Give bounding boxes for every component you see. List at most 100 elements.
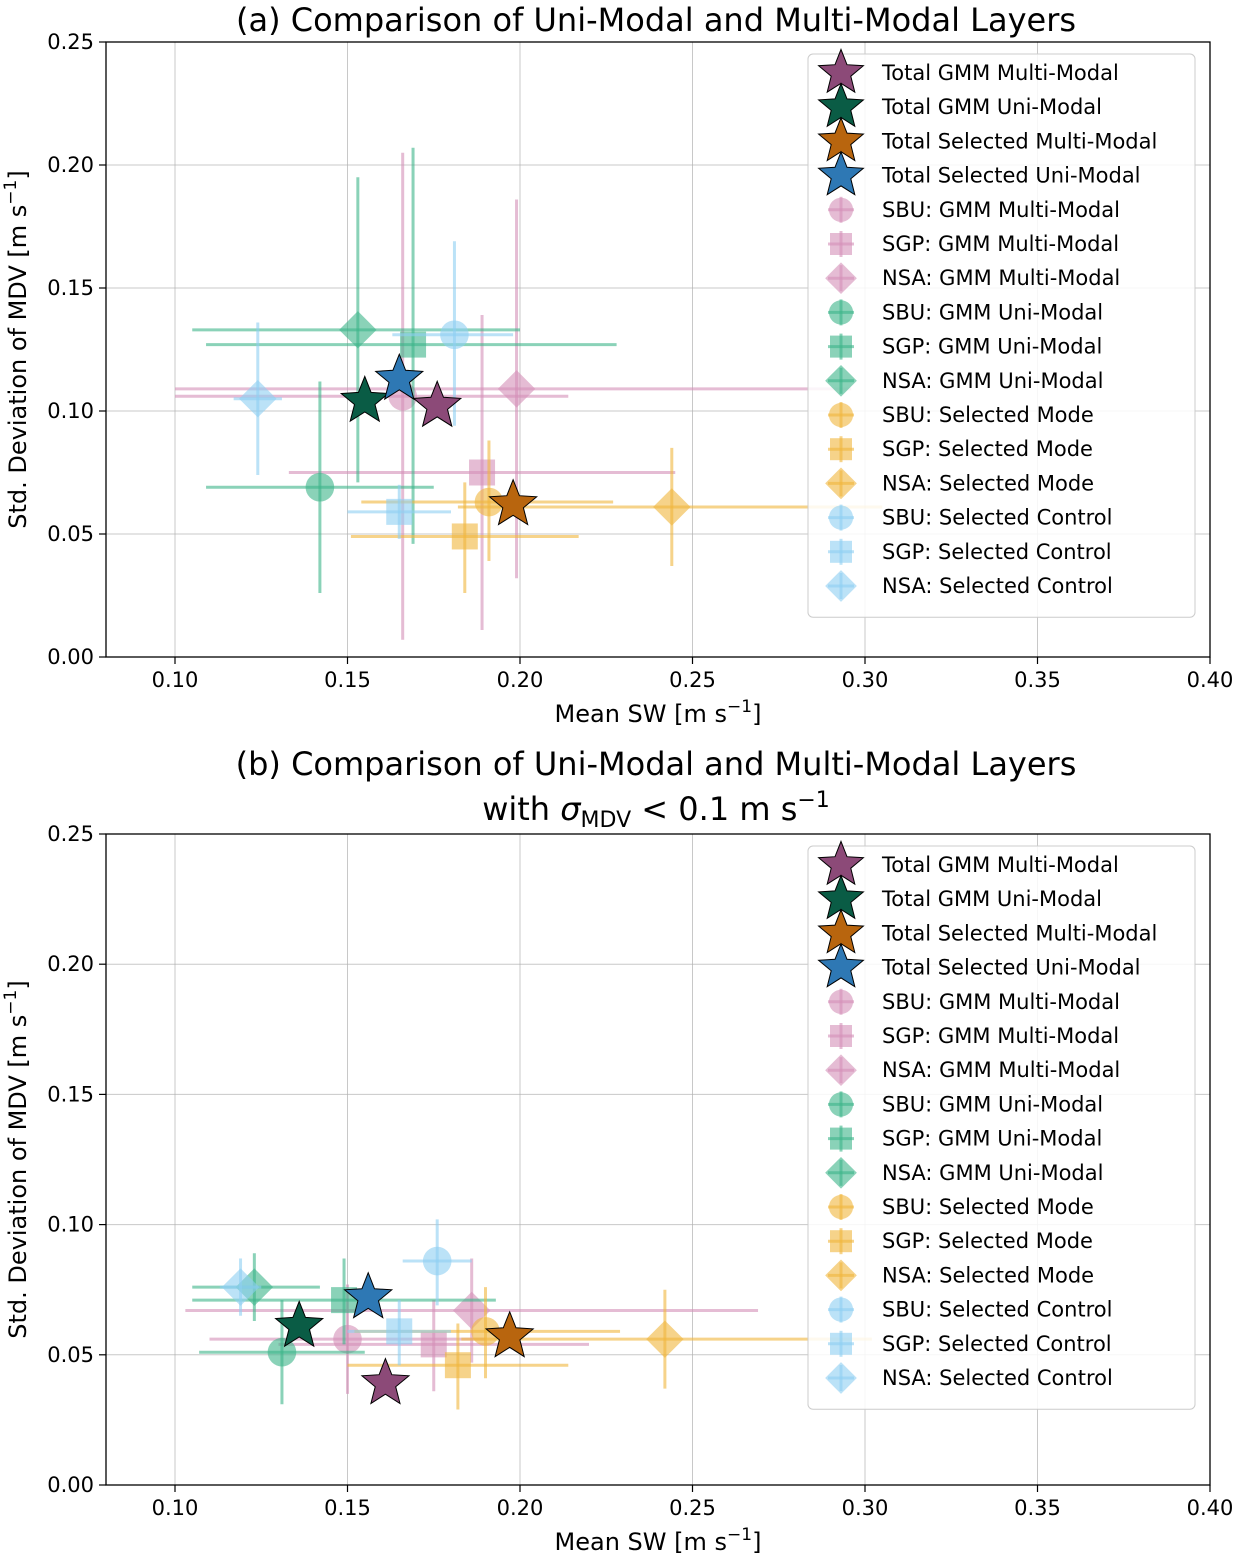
x-tick-label: 0.35 — [1014, 1496, 1061, 1520]
legend-marker — [828, 197, 854, 222]
panel-a: 0.10 0.15 0.20 0.25 0.30 0.35 0.40 0.00 0.05 0.10… — [1, 30, 1233, 728]
x-tick-label: 0.15 — [324, 1496, 371, 1520]
y-axis-label-end: ] — [4, 170, 32, 179]
legend-marker — [828, 1297, 854, 1322]
legend-item-sgp-selected-control: SGP: Selected Control — [828, 538, 1112, 565]
legend-marker — [828, 505, 854, 530]
legend-item-sbu-gmm-uni-modal: SBU: GMM Uni-Modal — [828, 1091, 1103, 1118]
plot-area — [185, 1219, 872, 1410]
x-axis-label-text: Mean SW [m s — [555, 1528, 728, 1555]
x-tick-label: 0.25 — [669, 1496, 716, 1520]
x-tick-label: 0.40 — [1187, 668, 1234, 692]
series-total-selected-multi-modal — [484, 1310, 535, 1358]
legend-item-sbu-gmm-uni-modal: SBU: GMM Uni-Modal — [828, 299, 1103, 326]
legend-item-sbu-gmm-multi-modal: SBU: GMM Multi-Modal — [828, 196, 1120, 223]
legend-item-nsa-gmm-multi-modal: NSA: GMM Multi-Modal — [825, 1054, 1120, 1087]
data-point — [267, 1337, 297, 1367]
data-point — [274, 1300, 325, 1348]
legend-label: SBU: Selected Control — [882, 506, 1112, 530]
legend-label: SGP: Selected Mode — [882, 437, 1093, 461]
legend-label: NSA: GMM Uni-Modal — [882, 1161, 1103, 1185]
legend-label: SBU: GMM Multi-Modal — [882, 198, 1120, 222]
legend-item-nsa-selected-control: NSA: Selected Control — [825, 1362, 1113, 1394]
y-tick-label: 0.20 — [47, 153, 94, 177]
y-tick-label: 0.00 — [47, 1473, 94, 1497]
series-sgp-gmm-multi-modal — [278, 1300, 589, 1392]
x-axis-label: Mean SW [m s−1] — [555, 1525, 762, 1555]
data-point — [374, 352, 425, 401]
panel-b-title-sigma: σ — [560, 790, 582, 828]
series-nsa-selected-control — [233, 322, 282, 475]
legend-marker — [828, 300, 854, 325]
legend-item-sgp-gmm-uni-modal: SGP: GMM Uni-Modal — [828, 333, 1102, 360]
series-nsa-gmm-uni-modal — [192, 177, 520, 483]
y-axis-label: Std. Deviation of MDV [m s−1] — [1, 170, 32, 528]
legend-marker — [825, 467, 857, 500]
legend-label: SBU: GMM Uni-Modal — [882, 300, 1103, 324]
legend-label: Total GMM Uni-Modal — [881, 95, 1102, 119]
legend-label: SGP: Selected Mode — [882, 1229, 1093, 1253]
series-nsa-gmm-multi-modal — [175, 199, 852, 579]
legend-item-total-selected-uni-modal: Total Selected Uni-Modal — [817, 150, 1141, 196]
x-tick-label: 0.15 — [324, 668, 371, 692]
legend-label: Total Selected Uni-Modal — [881, 164, 1141, 188]
data-point — [422, 1246, 452, 1276]
y-tick-label: 0.05 — [47, 1343, 94, 1367]
series-total-gmm-uni-modal — [339, 375, 390, 423]
data-point — [239, 379, 277, 418]
legend-marker — [830, 1332, 852, 1355]
data-point — [420, 1331, 447, 1358]
legend-marker — [828, 989, 854, 1014]
legend-marker — [828, 1194, 854, 1220]
legend-label: Total GMM Multi-Modal — [881, 61, 1119, 85]
legend-marker — [817, 150, 865, 196]
series-total-gmm-uni-modal — [274, 1300, 325, 1348]
ticks: 0.10 0.15 0.20 0.25 0.30 0.35 0.40 0.00 0.05 0.10… — [47, 30, 1233, 692]
legend-marker — [825, 262, 857, 295]
legend-label: SBU: GMM Uni-Modal — [882, 1092, 1103, 1116]
legend-label: Total Selected Multi-Modal — [881, 921, 1157, 945]
legend-item-nsa-selected-control: NSA: Selected Control — [825, 570, 1113, 602]
legend-label: Total GMM Uni-Modal — [881, 887, 1102, 911]
y-tick-label: 0.00 — [47, 645, 94, 669]
legend-item-nsa-selected-mode: NSA: Selected Mode — [825, 1259, 1094, 1292]
y-tick-label: 0.15 — [47, 276, 94, 300]
data-point — [412, 379, 463, 428]
legend-marker — [825, 1156, 857, 1189]
y-tick-label: 0.05 — [47, 522, 94, 546]
legend-marker — [828, 1092, 854, 1117]
series-sbu-gmm-uni-modal — [206, 381, 434, 594]
y-tick-label: 0.20 — [47, 952, 94, 976]
legend-item-total-gmm-uni-modal: Total GMM Uni-Modal — [817, 874, 1102, 920]
y-tick-label: 0.25 — [47, 30, 94, 54]
legend-label: NSA: GMM Multi-Modal — [882, 266, 1120, 290]
x-axis-label-end: ] — [752, 700, 761, 728]
series-sbu-gmm-uni-modal — [199, 1300, 365, 1405]
legend-label: SGP: GMM Multi-Modal — [882, 232, 1119, 256]
legend-item-sgp-selected-mode: SGP: Selected Mode — [828, 1228, 1093, 1255]
legend-item-nsa-gmm-uni-modal: NSA: GMM Uni-Modal — [825, 1156, 1103, 1189]
data-point — [221, 1268, 260, 1306]
y-tick-label: 0.15 — [47, 1082, 94, 1106]
legend-marker — [825, 1054, 857, 1087]
legend-marker — [825, 1259, 857, 1292]
y-axis-label-text: Std. Deviation of MDV [m s — [4, 1015, 32, 1339]
data-point — [386, 498, 413, 525]
plot-area — [175, 147, 883, 640]
y-tick-label: 0.25 — [47, 822, 94, 846]
legend-marker — [830, 1127, 852, 1150]
series-total-selected-multi-modal — [488, 478, 538, 526]
legend-marker — [830, 335, 852, 358]
x-tick-label: 0.40 — [1187, 1496, 1234, 1520]
legend-item-total-selected-uni-modal: Total Selected Uni-Modal — [817, 942, 1141, 988]
y-axis-label-sup: −1 — [1, 990, 21, 1015]
data-point — [488, 478, 538, 526]
data-point — [360, 1357, 411, 1405]
data-point — [333, 1324, 362, 1354]
legend-item-sbu-selected-mode: SBU: Selected Mode — [828, 402, 1094, 428]
legend-item-nsa-selected-mode: NSA: Selected Mode — [825, 467, 1094, 500]
legend-label: NSA: Selected Control — [882, 574, 1113, 598]
y-axis-label-sup: −1 — [1, 180, 21, 205]
x-tick-label: 0.10 — [152, 1496, 199, 1520]
legend-item-sgp-selected-control: SGP: Selected Control — [828, 1330, 1112, 1357]
